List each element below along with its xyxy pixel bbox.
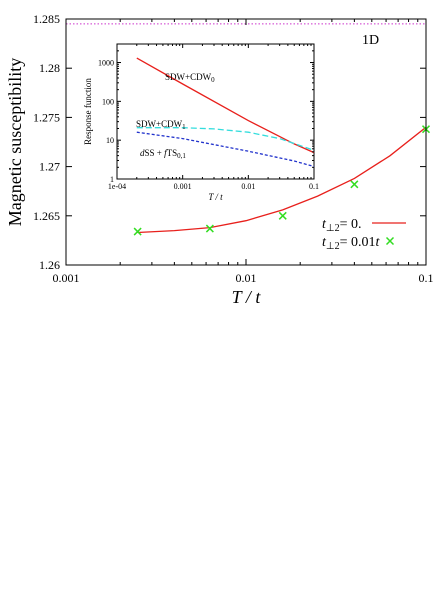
legend-label-tperp-001: t⊥2= 0.01t <box>322 235 381 252</box>
y-tick-label: 1.28 <box>39 61 60 75</box>
data-point-marker <box>205 224 214 233</box>
legend: t⊥2= 0.t⊥2= 0.01t <box>322 217 406 252</box>
legend-swatch-marker <box>385 236 395 246</box>
inset-y-tick-label: 10 <box>106 136 114 145</box>
y-tick-label: 1.26 <box>39 258 60 272</box>
legend-label-tperp-0: t⊥2= 0. <box>322 217 362 234</box>
x-tick-label: 0.01 <box>236 271 257 285</box>
inset-label-sdw-cdw1: SDW+CDW1 <box>136 119 186 131</box>
inset-x-tick-label: 0.01 <box>241 182 255 191</box>
inset-y-tick-label: 1000 <box>98 59 114 68</box>
inset-series-line-0 <box>136 57 315 154</box>
series-line-tperp-0 <box>137 126 427 234</box>
inset-y-axis-label: Response function <box>83 78 93 145</box>
inset-x-tick-label: 1e-04 <box>108 182 126 191</box>
inset-x-tick-label: 0.001 <box>174 182 192 191</box>
data-point-marker <box>278 211 287 220</box>
inset-series-line-1 <box>136 127 315 151</box>
inset-plot: 1e-04 0.001 0.01 0.1 1 10 100 1000 Response fun… <box>83 43 319 202</box>
y-tick-label: 1.27 <box>39 160 60 174</box>
y-tick-label: 1.275 <box>33 110 60 124</box>
inset-x-axis-label: T / t <box>208 192 223 202</box>
inset-label-sdw-cdw0: SDW+CDW0 <box>165 72 215 84</box>
data-point-marker <box>133 227 142 236</box>
y-axis-label: Magnetic susceptibility <box>5 58 25 226</box>
data-point-marker <box>350 180 359 189</box>
inset-y-tick-label: 1 <box>110 175 114 184</box>
x-axis-label-text: T / t <box>232 287 262 307</box>
y-tick-label: 1.285 <box>33 12 60 26</box>
x-tick-label: 0.1 <box>419 271 434 285</box>
inset-y-tick-label: 100 <box>102 97 114 106</box>
main-plot: 1D 0.001 0.01 0.1 1.26 1.265 1.27 1.275 1.28 1.2… <box>5 12 434 307</box>
inset-series-line-2 <box>136 131 315 168</box>
inset-label-dss-fts: dSS + fTS0,1 <box>140 148 186 160</box>
annotation-1d: 1D <box>362 33 379 48</box>
x-axis-label: T / t <box>232 287 262 307</box>
x-tick-label: 0.001 <box>53 271 80 285</box>
inset-x-tick-label: 0.1 <box>309 182 319 191</box>
inset-frame <box>116 43 315 180</box>
y-tick-label: 1.265 <box>33 209 60 223</box>
